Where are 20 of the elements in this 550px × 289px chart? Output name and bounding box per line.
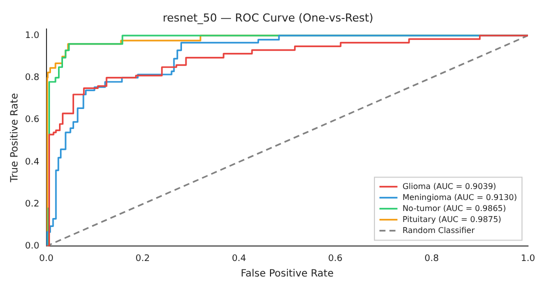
- legend-label: Pituitary (AUC = 0.9875): [402, 214, 502, 224]
- legend-label: Meningioma (AUC = 0.9130): [402, 192, 518, 202]
- y-tick-label: 0.0: [24, 242, 40, 252]
- legend-label: Random Classifier: [402, 226, 476, 235]
- x-tick-label: 0.0: [39, 254, 54, 264]
- chart-title: resnet_50 — ROC Curve (One-vs-Rest): [162, 11, 374, 24]
- y-tick-label: 0.6: [24, 115, 40, 126]
- x-tick-label: 0.2: [135, 254, 150, 264]
- x-tick-label: 1.0: [520, 254, 536, 264]
- x-axis-title: False Positive Rate: [240, 268, 334, 280]
- x-tick-label: 0.8: [424, 254, 440, 264]
- legend-label: No-tumor (AUC = 0.9865): [402, 204, 506, 213]
- y-tick-label: 0.2: [24, 199, 40, 210]
- y-tick-label: 0.8: [24, 73, 40, 83]
- x-tick-label: 0.4: [232, 254, 246, 264]
- x-tick-label: 0.6: [328, 254, 343, 264]
- y-axis-title: True Positive Rate: [10, 93, 21, 184]
- legend-label: Glioma (AUC = 0.9039): [402, 182, 496, 191]
- y-tick-label: 1.0: [24, 30, 40, 41]
- y-tick-label: 0.4: [24, 157, 40, 168]
